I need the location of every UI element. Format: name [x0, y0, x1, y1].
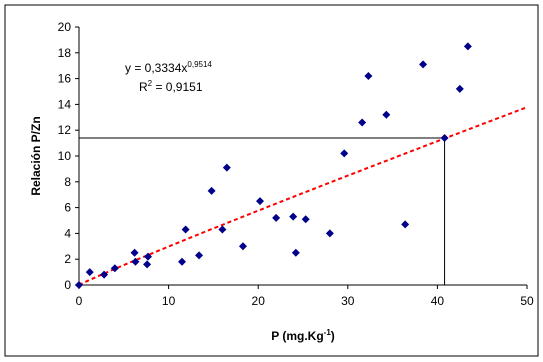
data-point	[358, 118, 367, 127]
data-point	[301, 215, 310, 224]
y-tick-label: 0	[64, 278, 71, 292]
y-axis-title: Relación P/Zn	[29, 116, 43, 195]
data-point	[440, 133, 449, 142]
y-tick-label: 6	[64, 201, 71, 215]
y-axis-ticks: 0 2 4 6 8 10 12 14 16 18 20	[58, 20, 79, 292]
data-point	[100, 270, 109, 279]
data-points	[75, 42, 472, 289]
data-point	[463, 42, 472, 51]
data-point	[181, 225, 190, 234]
data-point	[222, 163, 231, 172]
x-tick-label: 30	[341, 294, 355, 308]
data-point	[130, 248, 139, 257]
data-point	[178, 257, 187, 266]
data-point	[291, 248, 300, 257]
data-point	[401, 220, 410, 229]
trendline-equation: y = 0,3334x0,9514	[125, 60, 212, 75]
y-tick-label: 10	[58, 149, 72, 163]
r-squared-label: R2 = 0,9151	[139, 79, 203, 94]
data-point	[419, 60, 428, 69]
data-point	[340, 149, 349, 158]
data-point	[110, 264, 119, 273]
y-tick-label: 18	[58, 46, 72, 60]
data-point	[195, 251, 204, 260]
y-tick-label: 2	[64, 252, 71, 266]
data-point	[207, 186, 216, 195]
data-point	[325, 229, 334, 238]
x-tick-label: 50	[520, 294, 534, 308]
data-point	[289, 212, 298, 221]
x-tick-label: 20	[252, 294, 266, 308]
y-tick-label: 4	[64, 226, 71, 240]
power-trendline	[78, 106, 528, 286]
data-point	[382, 110, 391, 119]
y-tick-label: 16	[58, 72, 72, 86]
chart-frame	[4, 4, 539, 357]
data-point	[143, 260, 152, 269]
y-tick-label: 14	[58, 97, 72, 111]
data-point	[272, 213, 281, 222]
x-axis-title: P (mg.Kg-1)	[271, 328, 335, 343]
data-point	[255, 197, 264, 206]
data-point	[218, 225, 227, 234]
data-point	[131, 257, 140, 266]
y-tick-label: 8	[64, 175, 71, 189]
y-tick-label: 20	[58, 20, 72, 34]
data-point	[364, 72, 373, 81]
data-point	[143, 252, 152, 261]
data-point	[85, 268, 94, 277]
data-point	[75, 281, 83, 289]
data-point	[455, 84, 464, 93]
x-tick-label: 40	[431, 294, 445, 308]
x-tick-label: 0	[76, 294, 83, 308]
data-point	[238, 242, 247, 251]
y-tick-label: 12	[58, 123, 72, 137]
x-tick-label: 10	[162, 294, 176, 308]
